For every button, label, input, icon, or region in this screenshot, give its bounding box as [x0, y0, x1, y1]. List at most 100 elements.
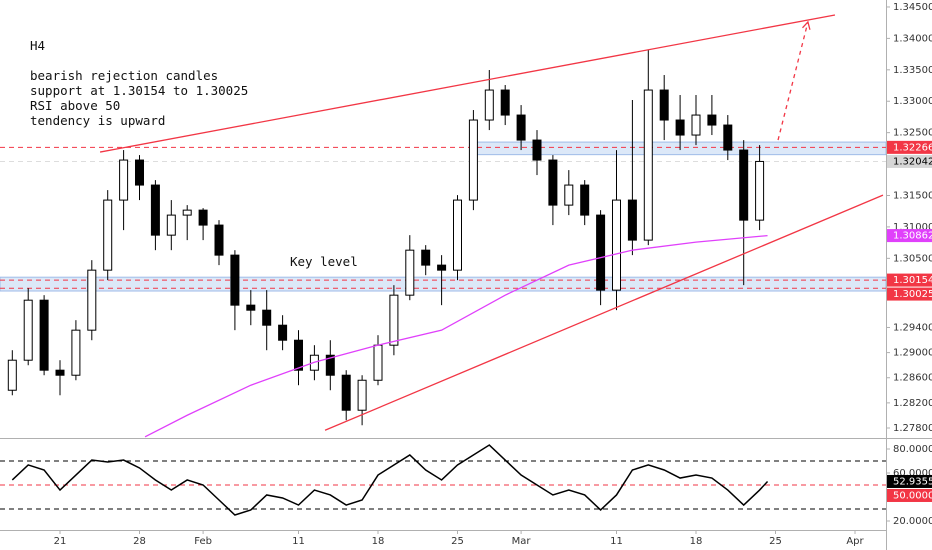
zone [0, 276, 886, 292]
candle-body [7, 359, 17, 391]
candle-body [246, 304, 256, 311]
price-label-box [887, 273, 932, 287]
y-tick-label: 1.29000 [893, 348, 932, 359]
price-label-box [887, 154, 932, 168]
note: support at 1.30154 to 1.30025 [30, 83, 248, 98]
note: bearish rejection candles [30, 68, 218, 83]
y-tick-label: 20.0000 [893, 516, 932, 527]
candle-body [611, 199, 621, 291]
y-tick-label: 60.0000 [893, 468, 932, 479]
y-tick-label: 1.34000 [893, 33, 932, 44]
candle-body [262, 309, 272, 326]
y-tick-label: 1.34500 [893, 2, 932, 13]
x-tick-label: Apr [846, 536, 864, 547]
note: tendency is upward [30, 113, 165, 128]
price-label: 1.30862 [893, 231, 932, 242]
trend-line [99, 14, 836, 153]
candle-body [548, 159, 558, 206]
candle-body [198, 209, 208, 226]
candle-body [150, 184, 160, 236]
candle-body [453, 199, 463, 271]
candle-body [580, 184, 590, 216]
candle-body [532, 139, 542, 161]
price-label: 52.9355 [893, 476, 932, 487]
candle-body [468, 119, 478, 201]
candle-body [675, 119, 685, 136]
y-tick-label: 1.33000 [893, 96, 932, 107]
candle-body [87, 269, 97, 331]
candle-body [135, 159, 145, 186]
candle-body [723, 124, 733, 151]
x-tick-label: Mar [512, 536, 532, 547]
price-label: 1.30025 [893, 289, 932, 300]
candle-body [214, 224, 224, 256]
candle-body [389, 294, 399, 346]
price-label: 1.30154 [893, 275, 932, 286]
price-label-box [887, 488, 932, 502]
price-label: 50.0000 [893, 490, 932, 501]
timeframe: H4 [30, 38, 45, 53]
rsi-pane [0, 444, 886, 516]
candle-body [103, 199, 113, 271]
candle-body [421, 249, 431, 266]
candle-body [166, 214, 176, 236]
candle-body [437, 264, 447, 271]
price-label: 1.32266 [893, 142, 932, 153]
candle-body [325, 354, 335, 376]
y-tick-label: 80.0000 [893, 444, 932, 455]
candle-body [691, 114, 701, 136]
candle-body [516, 114, 526, 141]
candle-body [278, 324, 288, 341]
key-level-label: Key level [290, 254, 358, 269]
y-tick-label: 1.28200 [893, 398, 932, 409]
price-pane [0, 14, 886, 438]
candle-body [55, 369, 65, 376]
x-tick-label: 18 [690, 536, 703, 547]
candle-body [659, 89, 669, 121]
price-label-box [887, 287, 932, 301]
candle-body [627, 199, 637, 241]
arrow-head [802, 20, 811, 30]
y-tick-label: 1.31500 [893, 190, 932, 201]
y-tick-label: 1.29400 [893, 322, 932, 333]
x-tick-label: 21 [54, 536, 67, 547]
note: RSI above 50 [30, 98, 120, 113]
candle-body [341, 374, 351, 411]
candle-body [294, 339, 304, 371]
candle-body [71, 329, 81, 376]
y-tick-label: 1.27800 [893, 423, 932, 434]
candle-body [405, 249, 415, 296]
moving-average [144, 234, 768, 438]
x-tick-label: 18 [372, 536, 385, 547]
trend-line [324, 194, 884, 431]
y-tick-label: 1.32500 [893, 128, 932, 139]
y-tick-label: 1.33500 [893, 65, 932, 76]
trend-line [777, 21, 809, 141]
candle-body [484, 89, 494, 121]
x-tick-label: 11 [610, 536, 623, 547]
candle-body [182, 209, 192, 216]
x-tick-label: 25 [769, 536, 782, 547]
candle-body [23, 299, 33, 361]
x-tick-label: 11 [292, 536, 305, 547]
x-tick-label: 25 [451, 536, 464, 547]
y-tick-label: 1.30500 [893, 253, 932, 264]
candle-body [707, 114, 717, 126]
x-tick-label: Feb [194, 536, 212, 547]
candle-body [373, 344, 383, 381]
price-label-box [887, 474, 932, 488]
candle-body [755, 160, 765, 221]
price-label: 1.32042 [893, 156, 932, 167]
candle-body [500, 89, 510, 116]
candle-body [357, 379, 367, 411]
rsi-line [11, 444, 769, 516]
candle-body [596, 214, 606, 291]
y-tick-label: 1.28600 [893, 373, 932, 384]
price-label-box [887, 140, 932, 154]
candle-body [119, 159, 129, 201]
candle-body [230, 254, 240, 306]
x-tick-label: 28 [133, 536, 146, 547]
y-tick-label: 1.31000 [893, 222, 932, 233]
